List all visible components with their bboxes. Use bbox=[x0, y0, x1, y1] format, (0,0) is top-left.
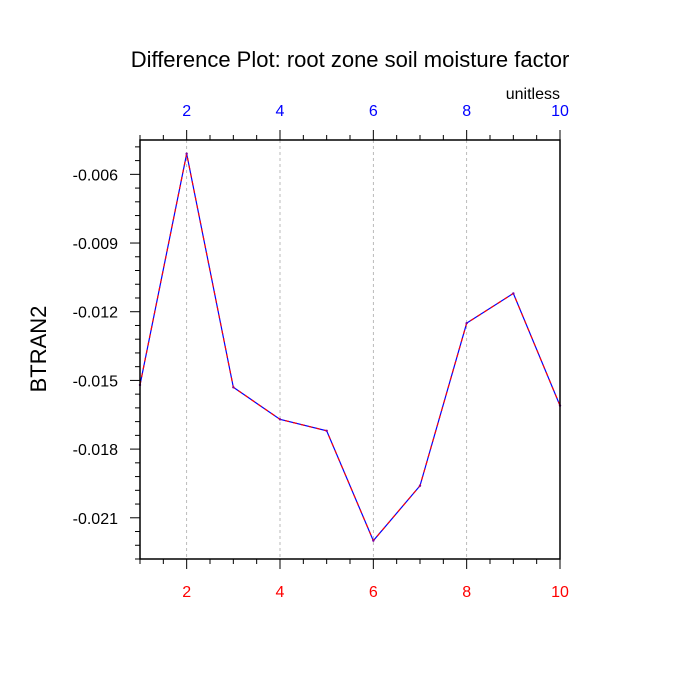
data-point bbox=[465, 321, 468, 325]
x-tick-label-top: 8 bbox=[462, 103, 471, 120]
x-tick-label-bottom: 6 bbox=[369, 584, 378, 601]
data-point bbox=[418, 484, 422, 487]
y-tick-label: -0.015 bbox=[73, 373, 118, 390]
y-tick-label: -0.012 bbox=[73, 305, 118, 322]
x-tick-label-top: 2 bbox=[182, 103, 191, 120]
gridlines bbox=[186, 140, 468, 559]
units-label: unitless bbox=[506, 86, 560, 103]
series-line bbox=[139, 153, 561, 542]
x-tick-label-top: 10 bbox=[551, 103, 569, 120]
y-tick-label: -0.009 bbox=[73, 236, 118, 253]
y-axis-label: BTRAN2 bbox=[26, 306, 51, 393]
data-point bbox=[325, 429, 328, 432]
series-line-overlay bbox=[139, 153, 561, 542]
x-tick-label-bottom: 4 bbox=[276, 584, 285, 601]
data-point bbox=[512, 292, 515, 295]
y-tick-label: -0.018 bbox=[73, 442, 118, 459]
data-point bbox=[372, 539, 375, 542]
x-tick-label-bottom: 8 bbox=[462, 584, 471, 601]
x-tick-label-top: 6 bbox=[369, 103, 378, 120]
data-point bbox=[232, 386, 235, 389]
x-tick-label-top: 4 bbox=[276, 103, 285, 120]
y-tick-label: -0.006 bbox=[73, 167, 118, 184]
data-point bbox=[278, 418, 282, 421]
series-group bbox=[138, 152, 562, 542]
x-tick-label-bottom: 10 bbox=[551, 584, 569, 601]
x-tick-label-bottom: 2 bbox=[182, 584, 191, 601]
y-tick-label: -0.021 bbox=[73, 511, 118, 528]
data-point bbox=[185, 152, 188, 155]
plot-frame bbox=[139, 139, 561, 560]
chart-title: Difference Plot: root zone soil moisture… bbox=[131, 47, 570, 72]
axis-ticks bbox=[130, 130, 561, 569]
tick-labels: 2 2 4 4 6 6 8 8 10 10 -0.006 -0.009 -0.012 -0.015 -0.0… bbox=[73, 103, 569, 601]
